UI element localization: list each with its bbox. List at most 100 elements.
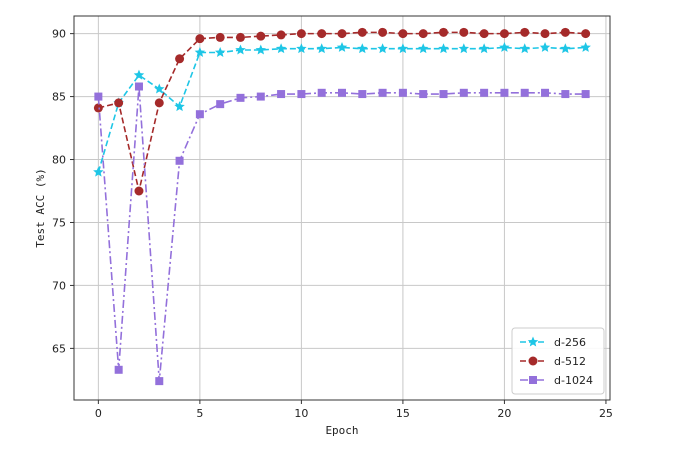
data-point-d-512 <box>296 29 306 39</box>
legend-marker <box>527 336 539 347</box>
data-point-d-512 <box>560 27 570 37</box>
data-point-d-512 <box>175 54 185 64</box>
legend-label: d-1024 <box>554 374 593 387</box>
data-point-d-1024 <box>419 90 428 99</box>
data-point-d-1024 <box>175 156 184 165</box>
legend-marker <box>529 376 537 384</box>
legend: d-256 d-512 d-1024 <box>511 327 605 395</box>
data-point-d-1024 <box>236 93 245 102</box>
data-point-d-256 <box>336 41 348 52</box>
series-d-1024 <box>94 82 590 386</box>
x-tick-label: 25 <box>599 407 613 420</box>
data-point-d-512 <box>439 27 449 37</box>
data-point-d-512 <box>154 98 164 108</box>
legend-label: d-256 <box>554 336 586 349</box>
data-point-d-256 <box>560 43 571 54</box>
data-point-d-256 <box>154 83 165 94</box>
y-tick-label: 80 <box>52 154 66 167</box>
data-point-d-512 <box>235 32 245 42</box>
data-point-d-1024 <box>256 92 265 101</box>
data-point-d-512 <box>418 29 428 39</box>
data-point-d-1024 <box>500 88 509 97</box>
data-point-d-1024 <box>398 88 407 97</box>
data-point-d-512 <box>581 29 591 39</box>
data-point-d-256 <box>316 43 327 54</box>
y-axis-label: Test ACC (%) <box>34 168 47 247</box>
data-point-d-1024 <box>297 90 306 99</box>
data-point-d-1024 <box>439 90 448 99</box>
legend-item-d-256: d-256 <box>520 336 586 349</box>
data-point-d-256 <box>438 43 449 54</box>
data-point-d-512 <box>215 32 225 42</box>
data-point-d-1024 <box>277 90 286 99</box>
data-point-d-1024 <box>378 88 387 97</box>
series-d-256 <box>93 41 591 177</box>
data-point-d-512 <box>499 29 509 39</box>
x-tick-label: 15 <box>396 407 410 420</box>
data-point-d-512 <box>520 27 530 37</box>
y-tick-label: 75 <box>52 216 66 229</box>
x-tick-label: 10 <box>294 407 308 420</box>
data-point-d-256 <box>93 166 104 177</box>
data-point-d-256 <box>296 43 307 54</box>
data-point-d-512 <box>256 31 266 41</box>
legend-label: d-512 <box>554 355 586 368</box>
x-tick-label: 0 <box>95 407 102 420</box>
data-point-d-512 <box>378 27 388 37</box>
data-point-d-1024 <box>114 365 123 374</box>
data-point-d-256 <box>417 43 429 54</box>
data-point-d-512 <box>398 29 408 39</box>
data-point-d-1024 <box>134 82 143 91</box>
data-point-d-1024 <box>94 92 103 101</box>
data-point-d-256 <box>478 43 490 54</box>
data-point-d-256 <box>519 43 530 54</box>
data-point-d-1024 <box>358 90 367 99</box>
data-point-d-1024 <box>317 88 326 97</box>
data-point-d-1024 <box>216 100 225 109</box>
data-point-d-512 <box>114 98 124 108</box>
data-point-d-256 <box>174 101 185 112</box>
data-point-d-1024 <box>155 377 164 386</box>
series-d-512 <box>93 27 591 196</box>
data-point-d-256 <box>275 43 287 54</box>
series-group <box>93 27 591 386</box>
y-tick-label: 65 <box>52 342 66 355</box>
x-tick-label: 5 <box>196 407 203 420</box>
data-point-d-256 <box>255 44 267 55</box>
data-point-d-256 <box>133 69 145 80</box>
data-point-d-256 <box>377 43 388 54</box>
data-point-d-256 <box>499 41 510 52</box>
data-point-d-512 <box>134 186 144 196</box>
legend-item-d-512: d-512 <box>520 355 586 368</box>
data-point-d-512 <box>459 27 469 37</box>
data-point-d-512 <box>479 29 489 39</box>
data-point-d-256 <box>235 44 246 55</box>
axis-ticks: 0 5 10 15 20 25 65 70 75 80 85 90 <box>52 28 613 420</box>
data-point-d-512 <box>337 29 347 39</box>
data-point-d-512 <box>540 29 550 39</box>
x-axis-label: Epoch <box>325 424 358 437</box>
data-point-d-256 <box>214 47 226 57</box>
data-point-d-256 <box>357 43 368 54</box>
data-point-d-512 <box>93 103 103 113</box>
data-point-d-1024 <box>195 110 204 119</box>
y-tick-label: 90 <box>52 28 66 41</box>
data-point-d-256 <box>194 47 206 57</box>
data-point-d-256 <box>397 43 409 54</box>
data-point-d-1024 <box>338 88 346 97</box>
plot-frame <box>73 15 611 401</box>
legend-item-d-1024: d-1024 <box>520 374 593 387</box>
data-point-d-256 <box>580 41 591 52</box>
y-tick-label: 85 <box>52 91 66 104</box>
data-point-d-1024 <box>581 90 590 99</box>
x-tick-label: 20 <box>497 407 511 420</box>
y-tick-label: 70 <box>52 279 66 292</box>
data-point-d-1024 <box>541 88 550 97</box>
legend-marker <box>528 356 538 366</box>
data-point-d-512 <box>195 34 205 44</box>
data-point-d-512 <box>357 27 367 37</box>
data-point-d-512 <box>317 29 327 39</box>
data-point-d-1024 <box>520 88 529 97</box>
data-point-d-1024 <box>459 88 468 97</box>
